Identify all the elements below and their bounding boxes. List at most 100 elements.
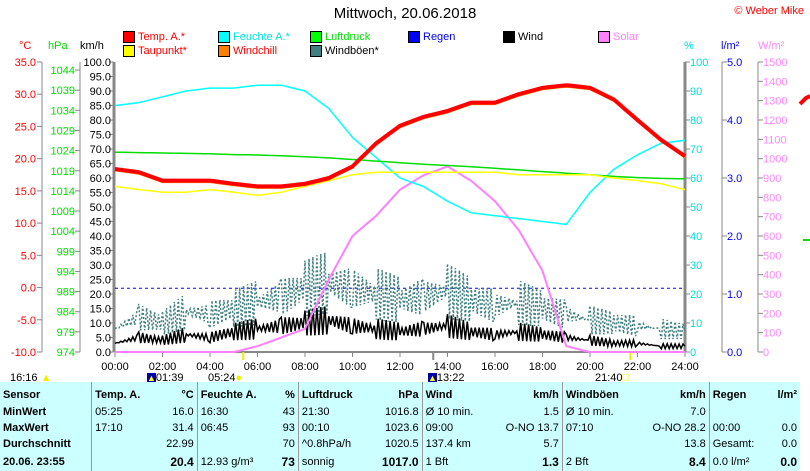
axis-tick-label: 50 (690, 202, 702, 214)
axis-tick-label: 30.0 (90, 260, 111, 272)
table-cell: 00:00 (708, 419, 769, 436)
axis-tick-label: 100.0 (83, 57, 111, 69)
table-row: Sensor Temp. A. °C Feuchte A.% Luftdruck hPa W… (0, 382, 800, 404)
axis-tick-label: 994 (57, 266, 75, 278)
axis-tick-label: 1100 (763, 134, 787, 146)
axis-tick-label: 15.0 (90, 304, 111, 316)
series-line-feuchtea (114, 84, 686, 226)
table-cell: sonnig (297, 452, 369, 471)
legend-label: Feuchte A.* (233, 31, 290, 43)
table-cell: 00:10 (297, 419, 369, 436)
axis-tick-label: 1300 (763, 96, 787, 108)
astro-item: 05:24● (208, 372, 243, 384)
table-cell: Feuchte A. (196, 382, 274, 404)
axis-tick-label: 65.0 (90, 159, 111, 171)
axis-tick-label: 5.0 (96, 333, 111, 345)
axis-tick-label: -10.0 (11, 347, 36, 359)
axis-tick-label: 55.0 (90, 188, 111, 200)
axis-tick-label: 45.0 (90, 217, 111, 229)
astro-item: ▲01:39 (147, 372, 184, 384)
series-line-windben (114, 252, 686, 340)
table-row: 20.06. 23:55 20.4 12.93 g/m³ 73 sonnig 1017.0… (0, 452, 800, 471)
table-cell: 73 (281, 454, 295, 469)
series-line-wind (114, 306, 686, 351)
unit-celsius: °C (19, 40, 32, 52)
axis-tick-label: 5.0 (727, 57, 742, 69)
legend-item: Regen (408, 31, 455, 43)
axis-tick-label: 0.0 (96, 347, 111, 359)
table-cell (561, 435, 636, 453)
table-cell: 2 Bft (561, 452, 636, 471)
legend-item: Windböen* (310, 45, 379, 57)
table-cell: 93 (282, 421, 295, 434)
axis-tick-label: 974 (57, 347, 75, 359)
table-cell: °C (181, 388, 194, 401)
axis-tick-label: 1.0 (727, 289, 742, 301)
axis-tick-label: 900 (763, 173, 781, 185)
table-cell: 0.0 (781, 437, 797, 450)
copyright: © Weber Mike (734, 5, 804, 17)
weather-chart: 35.0 30.0 25.0 20.0 15.0 10.0 5.0 0.0 -5.0 -10.0 1… (11, 57, 810, 373)
axis-tick-label: 30.0 (15, 89, 36, 101)
table-cell: Regen (708, 382, 769, 404)
legend-label: Windchill (233, 45, 278, 57)
x-tick-label: 10:00 (339, 361, 367, 373)
table-cell: 07:10 (561, 419, 636, 436)
table-cell: 0.0 (780, 454, 797, 469)
axis-tick-label: 20.0 (90, 289, 111, 301)
legend-label: Solar (613, 31, 639, 43)
axis-tick-label: 1009 (51, 206, 75, 218)
axis-tick-label: 35.0 (90, 246, 111, 258)
legend-swatch (123, 45, 135, 57)
table-cell: 17:10 (91, 419, 156, 436)
sunset-icon: □ (622, 372, 630, 384)
axis-tick-label: 25.0 (90, 275, 111, 287)
table-cell: 20.06. 23:55 (3, 455, 65, 468)
axis-tick-label: 1004 (51, 226, 75, 238)
legend-item: Luftdruck (310, 31, 370, 43)
axis-tick-label: 984 (57, 307, 75, 319)
x-tick-label: 22:00 (624, 361, 652, 373)
moonset-icon: ▲ (428, 373, 437, 383)
axis-tick-label: 0.0 (21, 283, 36, 295)
series-line-solar (115, 165, 685, 353)
table-cell: 1 Bft (421, 452, 489, 471)
axis-tick-label: 1034 (51, 105, 75, 117)
x-tick-label: 16:00 (481, 361, 509, 373)
axis-tick-label: 10 (690, 318, 702, 330)
axis-tick-label: 15.0 (15, 186, 36, 198)
axis-tick-label: 0 (763, 347, 769, 359)
table-cell: O-NO 13.7 (505, 421, 559, 434)
table-cell: 21:30 (297, 403, 369, 420)
table-cell: 05:25 (91, 403, 156, 420)
table-cell: O-NO 28.2 (652, 421, 706, 434)
astro-item: 21:40□ (595, 372, 630, 384)
legend-item: Taupunkt* (123, 45, 187, 57)
table-cell: 70 (282, 437, 295, 450)
table-cell: MaxWert (3, 421, 49, 434)
axis-tick-label: 2.0 (727, 231, 742, 243)
axis-tick-label: 95.0 (90, 72, 111, 84)
axis-tick-label: 10.0 (90, 318, 111, 330)
axis-tick-label: 40.0 (90, 231, 111, 243)
legend-item: Windchill (218, 45, 277, 57)
axis-tick-label: 40 (690, 231, 702, 243)
legend-swatch (598, 31, 610, 43)
table-cell: 1017.0 (381, 454, 419, 469)
table-cell: 13.8 (684, 437, 706, 450)
table-cell: km/h (680, 388, 706, 401)
table-cell: 22.99 (166, 437, 194, 450)
x-tick-label: 14:00 (434, 361, 462, 373)
page-title: Mittwoch, 20.06.2018 (333, 5, 477, 22)
axis-tick-label: 600 (763, 231, 781, 243)
unit-percent: % (684, 40, 694, 52)
x-tick-label: 18:00 (529, 361, 557, 373)
legend-label: Taupunkt* (138, 45, 187, 57)
table-cell: 20.4 (170, 454, 194, 469)
axis-tick-label: 1500 (763, 57, 787, 69)
table-cell: 1020.5 (384, 437, 419, 450)
axis-tick-label: 200 (763, 308, 781, 320)
series-line-luftdruck (114, 151, 686, 180)
legend-item: Wind (503, 31, 543, 43)
axis-tick-label: 25.0 (15, 121, 36, 133)
